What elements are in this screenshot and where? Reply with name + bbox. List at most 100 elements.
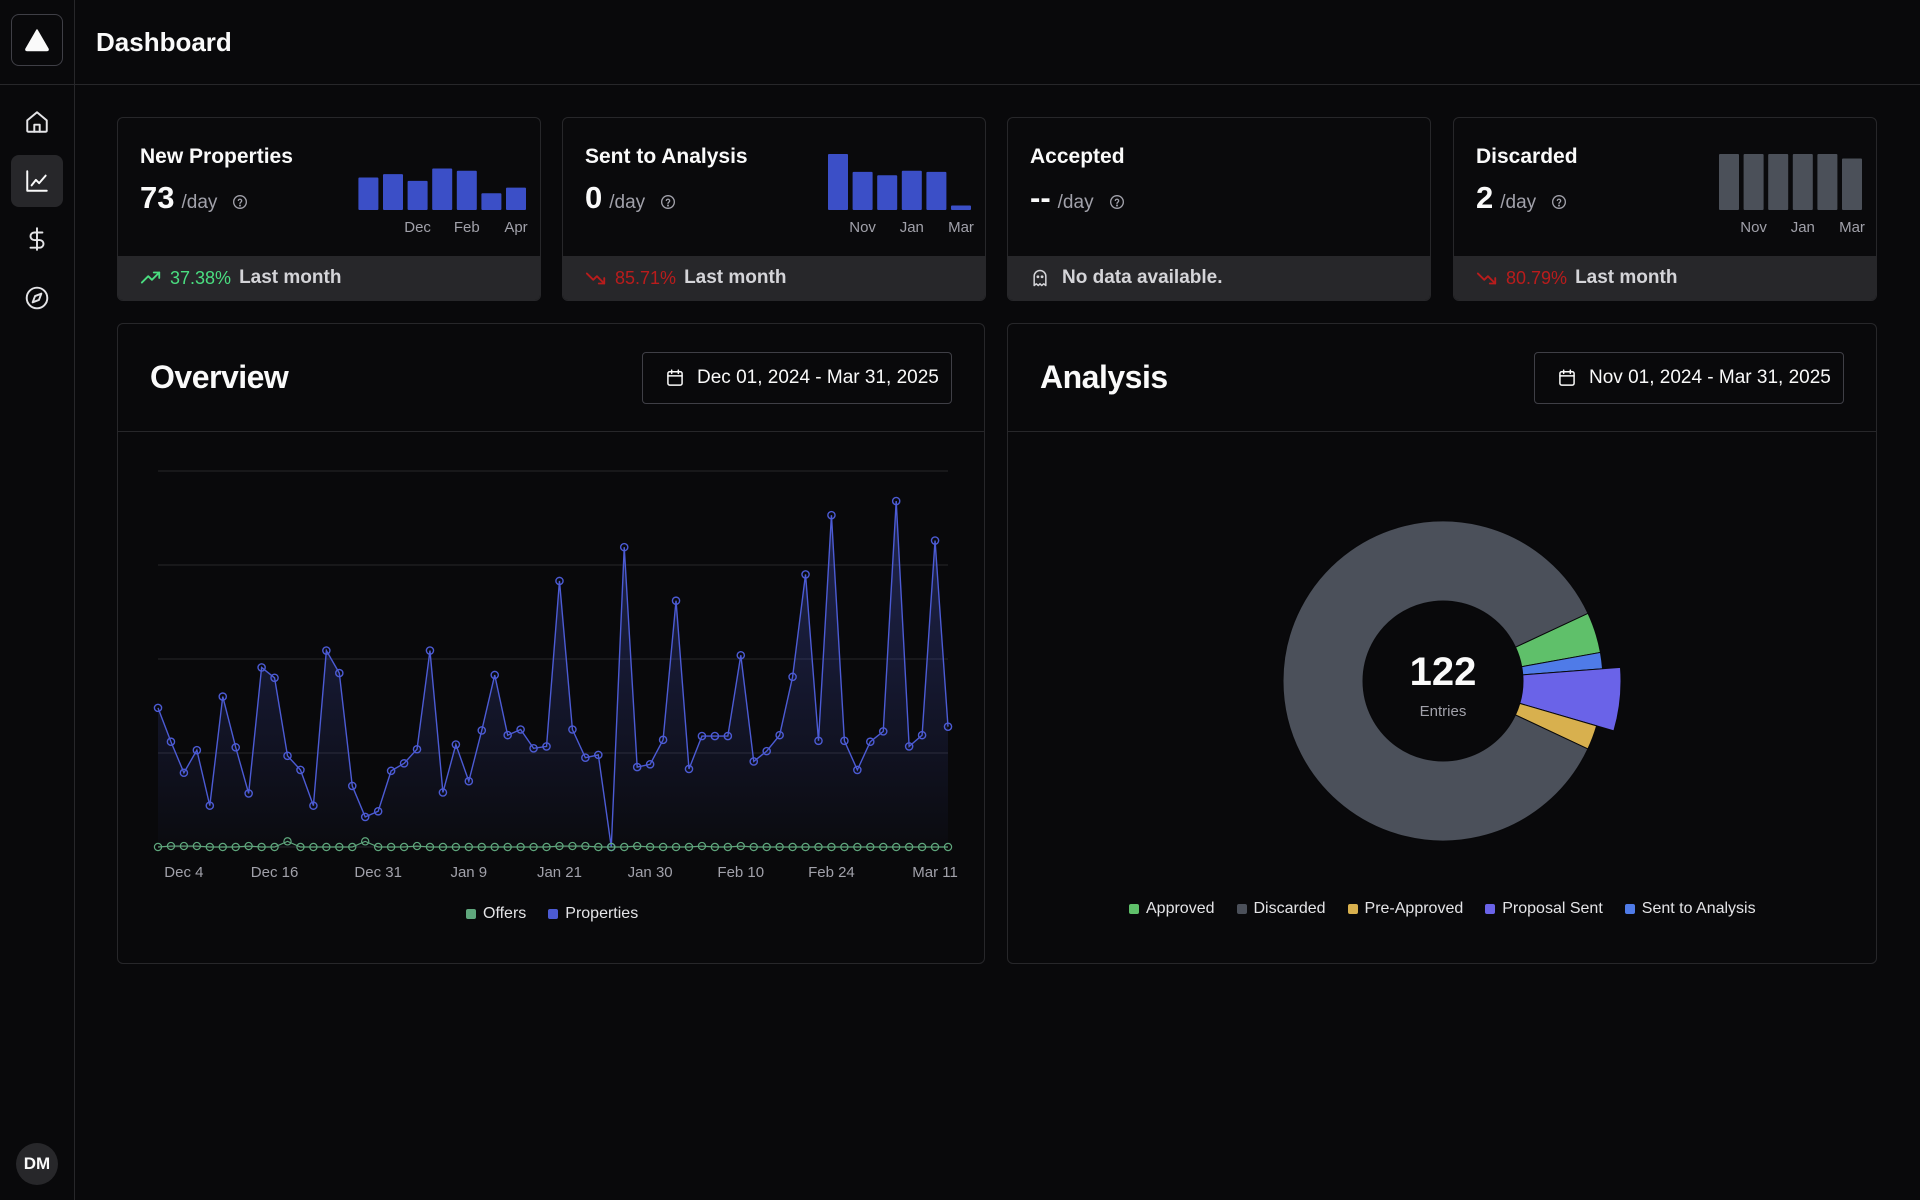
legend-label: Approved bbox=[1146, 900, 1215, 917]
trending-down-icon bbox=[1476, 272, 1497, 285]
kpi-trend: 80.79% bbox=[1506, 267, 1568, 288]
offers-point bbox=[658, 842, 668, 852]
offers-point bbox=[205, 842, 215, 852]
mini-tick-label: Mar bbox=[1839, 219, 1865, 236]
legend-item-sent-to-analysis[interactable]: Sent to Analysis bbox=[1624, 900, 1756, 918]
properties-point bbox=[710, 731, 720, 741]
legend-item-properties[interactable]: Properties bbox=[548, 905, 638, 923]
properties-point bbox=[788, 672, 797, 682]
help-circle-icon[interactable] bbox=[232, 194, 248, 210]
mini-bar-chart: Nov Jan Mar bbox=[828, 154, 974, 236]
kpi-footer: 80.79% Last month bbox=[1454, 256, 1876, 300]
overview-date-range-button[interactable]: Dec 01, 2024 - Mar 31, 2025 bbox=[642, 352, 952, 404]
properties-point bbox=[205, 801, 215, 810]
offers-point bbox=[153, 842, 163, 852]
offers-point bbox=[322, 842, 331, 852]
chart-line-icon bbox=[26, 170, 48, 192]
mini-tick-label: Mar bbox=[948, 219, 974, 236]
mini-tick-label: Jan bbox=[900, 219, 924, 236]
properties-point bbox=[619, 542, 629, 552]
properties-point bbox=[231, 743, 241, 752]
sidebar-item-explore[interactable] bbox=[11, 272, 63, 324]
properties-point bbox=[257, 663, 266, 672]
properties-point bbox=[775, 730, 784, 740]
offers-point bbox=[775, 842, 784, 852]
properties-point bbox=[930, 536, 940, 545]
panel-header: Analysis Nov 01, 2024 - Mar 31, 2025 bbox=[1008, 324, 1876, 432]
offers-point bbox=[684, 842, 694, 852]
kpi-trend: 37.38% bbox=[170, 267, 232, 288]
x-tick-label: Dec 16 bbox=[251, 864, 299, 881]
offers-point bbox=[335, 842, 344, 852]
properties-point bbox=[153, 703, 163, 713]
kpi-value: 2 bbox=[1476, 180, 1494, 215]
properties-point bbox=[166, 737, 176, 747]
kpi-card-accepted: Accepted -- /day No data available. bbox=[1007, 117, 1431, 301]
offers-point bbox=[645, 842, 655, 852]
mini-bar bbox=[407, 180, 428, 210]
kpi-card-new-properties: New Properties 73 /day Dec Feb Apr 37.38% … bbox=[117, 117, 541, 301]
help-circle-icon[interactable] bbox=[1109, 194, 1125, 210]
analysis-panel: Analysis Nov 01, 2024 - Mar 31, 2025 122… bbox=[1007, 323, 1877, 964]
properties-point bbox=[594, 750, 603, 760]
offers-point bbox=[827, 842, 836, 852]
offers-point bbox=[801, 842, 810, 852]
properties-point bbox=[386, 766, 396, 776]
properties-point bbox=[425, 646, 435, 655]
analysis-donut-chart: 122 Entries bbox=[1282, 520, 1622, 842]
properties-point bbox=[322, 646, 331, 655]
properties-point bbox=[658, 735, 668, 745]
kpi-footer: 37.38% Last month bbox=[118, 256, 540, 300]
offers-point bbox=[451, 842, 461, 852]
kpi-value-row: 73 /day bbox=[140, 180, 248, 216]
user-avatar[interactable]: DM bbox=[16, 1143, 58, 1185]
legend-item-proposal-sent[interactable]: Proposal Sent bbox=[1485, 900, 1603, 918]
panel-header: Overview Dec 01, 2024 - Mar 31, 2025 bbox=[118, 324, 984, 432]
legend-label: Properties bbox=[565, 905, 639, 922]
help-circle-icon[interactable] bbox=[1551, 194, 1567, 210]
properties-point bbox=[296, 765, 305, 775]
mini-bar bbox=[1792, 154, 1813, 210]
sidebar-item-finance[interactable] bbox=[11, 213, 63, 265]
mini-bar bbox=[926, 171, 947, 210]
x-tick-label: Dec 4 bbox=[164, 864, 203, 881]
kpi-footer-label: Last month bbox=[684, 267, 787, 288]
properties-point bbox=[581, 753, 590, 763]
legend-label: Proposal Sent bbox=[1502, 900, 1603, 917]
properties-point bbox=[671, 596, 681, 606]
sidebar-item-home[interactable] bbox=[11, 96, 63, 148]
offers-point bbox=[296, 842, 305, 852]
app-logo[interactable] bbox=[11, 14, 63, 66]
offers-point bbox=[529, 842, 538, 852]
offers-point bbox=[632, 841, 642, 851]
help-circle-icon[interactable] bbox=[660, 194, 676, 210]
analysis-date-range-button[interactable]: Nov 01, 2024 - Mar 31, 2025 bbox=[1534, 352, 1844, 404]
properties-point bbox=[490, 670, 500, 680]
sidebar-item-analytics[interactable] bbox=[11, 155, 63, 207]
mini-bar bbox=[1743, 154, 1764, 210]
legend-item-pre-approved[interactable]: Pre-Approved bbox=[1347, 900, 1463, 918]
kpi-title: New Properties bbox=[140, 145, 293, 168]
legend-item-discarded[interactable]: Discarded bbox=[1236, 900, 1326, 918]
analysis-title: Analysis bbox=[1040, 359, 1168, 395]
properties-point bbox=[723, 731, 733, 741]
legend-item-approved[interactable]: Approved bbox=[1129, 900, 1215, 918]
offers-point bbox=[879, 842, 888, 852]
offers-line bbox=[157, 840, 948, 848]
legend-label: Offers bbox=[483, 905, 527, 922]
kpi-value-row: 2 /day bbox=[1476, 180, 1567, 216]
properties-point bbox=[827, 510, 836, 520]
kpi-value-row: 0 /day bbox=[585, 180, 676, 216]
ghost-icon bbox=[1033, 269, 1047, 287]
offers-point bbox=[723, 842, 733, 852]
date-range-label: Nov 01, 2024 - Mar 31, 2025 bbox=[1589, 367, 1831, 388]
donut-slice bbox=[1282, 520, 1589, 842]
offers-point bbox=[503, 842, 512, 852]
legend-item-offers[interactable]: Offers bbox=[466, 905, 526, 923]
properties-point bbox=[360, 812, 370, 822]
donut-center-value: 122 bbox=[1410, 650, 1477, 694]
properties-point bbox=[917, 730, 927, 740]
offers-point bbox=[710, 842, 720, 852]
properties-point bbox=[464, 776, 474, 786]
kpi-unit: /day bbox=[1500, 192, 1537, 213]
